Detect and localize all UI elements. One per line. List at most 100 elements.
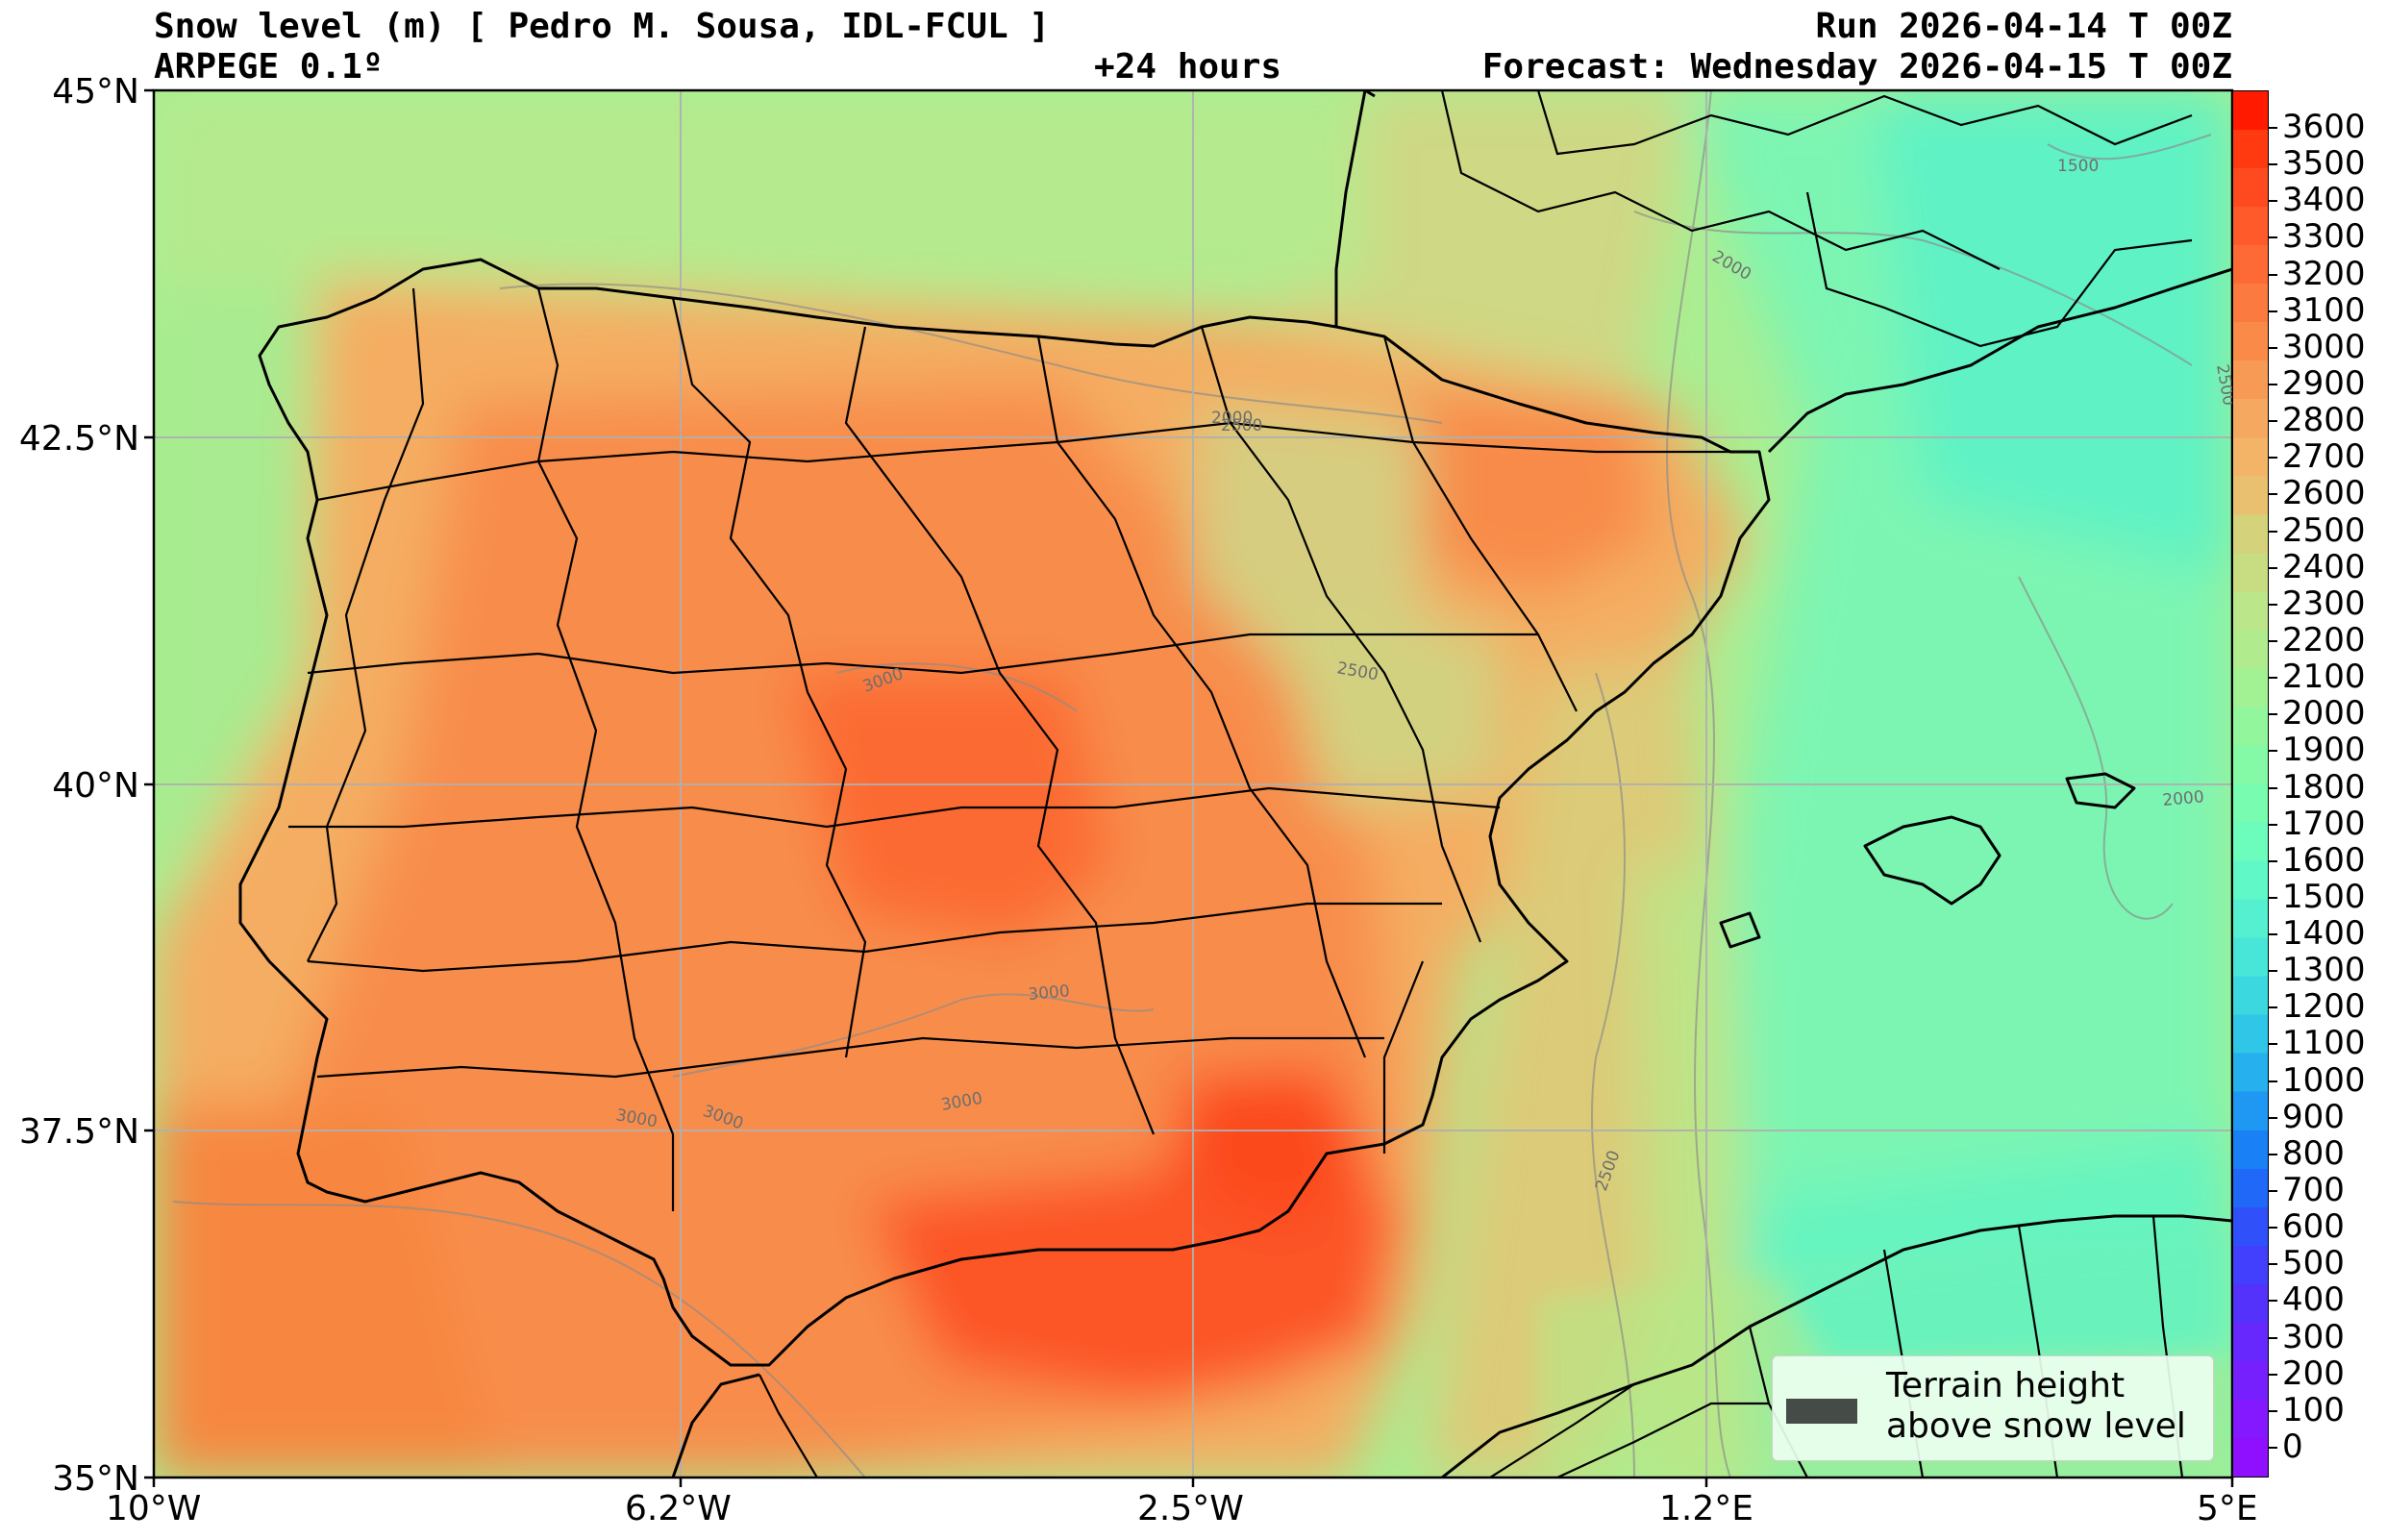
colorbar-tick [2269,383,2277,385]
colorbar-tick [2269,163,2277,166]
colorbar-label: 2800 [2282,401,2366,440]
colorbar-tick [2269,896,2277,899]
colorbar-tick [2269,1190,2277,1193]
colorbar-tick [2269,346,2277,349]
legend-line-2: above snow level [1886,1406,2186,1446]
colorbar-label: 3300 [2282,217,2366,257]
colorbar-label: 3200 [2282,254,2366,293]
colorbar-tick [2269,1080,2277,1082]
lat-label-42-5N: 42.5°N [18,419,139,459]
map-field [154,90,2232,1478]
colorbar-label: 1400 [2282,914,2366,954]
colorbar-tick [2269,1116,2277,1119]
admin-borders [288,90,2193,1478]
colorbar-label: 700 [2282,1171,2345,1210]
colorbar-label: 2900 [2282,363,2366,403]
colorbar-tick [2269,1300,2277,1303]
colorbar-tick [2269,1153,2277,1155]
contour-label: 2000 [1211,409,1253,428]
colorbar-tick [2269,1227,2277,1230]
contour-label: 3000 [1028,981,1071,1005]
colorbar-tick [2269,933,2277,936]
colorbar-tick [2269,1409,2277,1412]
colorbar-label: 200 [2282,1354,2345,1393]
colorbar-label: 2100 [2282,658,2366,697]
contour-label: 1500 [2057,157,2099,176]
colorbar-tick [2269,236,2277,239]
colorbar-tick [2269,713,2277,716]
colorbar-label: 2400 [2282,547,2366,586]
colorbar-tick [2269,1043,2277,1046]
axis-ticks [144,88,2234,1487]
legend: Terrain height above snow level [1772,1355,2214,1461]
lat-label-35N: 35°N [52,1459,139,1499]
colorbar-tick [2269,530,2277,533]
colorbar-label: 3600 [2282,108,2366,146]
colorbar-tick [2269,603,2277,606]
colorbar-tick [2269,310,2277,312]
colorbar-tick [2269,823,2277,826]
lat-label-40N: 40°N [52,766,139,806]
lon-label-6-2W: 6.2°W [625,1489,732,1528]
colorbar-label: 1800 [2282,767,2366,807]
colorbar-tick [2269,127,2277,129]
coastlines [238,90,2232,1478]
lon-label-5E: 5°E [2197,1489,2258,1528]
terrain-swatch [1786,1399,1857,1424]
colorbar-label: 1100 [2282,1024,2366,1063]
colorbar-tick [2269,750,2277,753]
colorbar-label: 2500 [2282,510,2366,550]
colorbar-tick [2269,1336,2277,1339]
colorbar [2232,90,2269,1478]
colorbar-label: 600 [2282,1207,2345,1247]
colorbar-label: 3100 [2282,290,2366,330]
colorbar-tick [2269,639,2277,642]
colorbar-tick [2269,566,2277,569]
colorbar-tick [2269,273,2277,276]
colorbar-label: 1700 [2282,804,2366,843]
colorbar-label: 1300 [2282,951,2366,990]
lat-label-37-5N: 37.5°N [18,1112,139,1152]
colorbar-label: 300 [2282,1317,2345,1356]
colorbar-tick [2269,859,2277,862]
colorbar-tick [2269,1006,2277,1009]
colorbar-label: 400 [2282,1280,2345,1320]
colorbar-label: 2600 [2282,474,2366,513]
colorbar-label: 3000 [2282,327,2366,366]
colorbar-label: 100 [2282,1390,2345,1429]
colorbar-label: 1500 [2282,877,2366,916]
colorbar-tick [2269,786,2277,789]
colorbar-label: 2200 [2282,620,2366,659]
colorbar-tick [2269,457,2277,460]
lon-label-1-2E: 1.2°E [1659,1489,1753,1528]
contour-label: 2000 [2162,787,2205,810]
colorbar-label: 900 [2282,1097,2345,1136]
colorbar-label: 1200 [2282,987,2366,1027]
map-title: Snow level (m) [ Pedro M. Sousa, IDL-FCU… [154,7,1050,46]
colorbar-label: 1900 [2282,731,2366,770]
model-name: ARPEGE 0.1º [154,47,384,87]
legend-line-1: Terrain height [1886,1366,2126,1405]
lead-time: +24 hours [1094,47,1282,87]
colorbar-label: 2300 [2282,584,2366,623]
colorbar-tick [2269,970,2277,973]
lon-label-2-5W: 2.5°W [1137,1489,1244,1528]
colorbar-label: 500 [2282,1244,2345,1283]
colorbar-label: 3500 [2282,144,2366,184]
colorbar-label: 2700 [2282,437,2366,477]
forecast-time: Forecast: Wednesday 2026-04-15 T 00Z [1481,47,2232,87]
colorbar-tick [2269,1447,2277,1449]
lat-label-45N: 45°N [52,72,139,112]
colorbar-label: 800 [2282,1133,2345,1173]
colorbar-label: 2000 [2282,694,2366,733]
colorbar-tick [2269,200,2277,203]
colorbar-tick [2269,493,2277,496]
colorbar-label: 1000 [2282,1060,2366,1100]
colorbar-tick [2269,420,2277,423]
colorbar-label: 1600 [2282,840,2366,880]
run-time: Run 2026-04-14 T 00Z [1815,7,2232,46]
contour-label: 2500 [1221,416,1262,435]
colorbar-label: 3400 [2282,181,2366,220]
colorbar-tick [2269,677,2277,680]
colorbar-label: 0 [2282,1428,2303,1466]
